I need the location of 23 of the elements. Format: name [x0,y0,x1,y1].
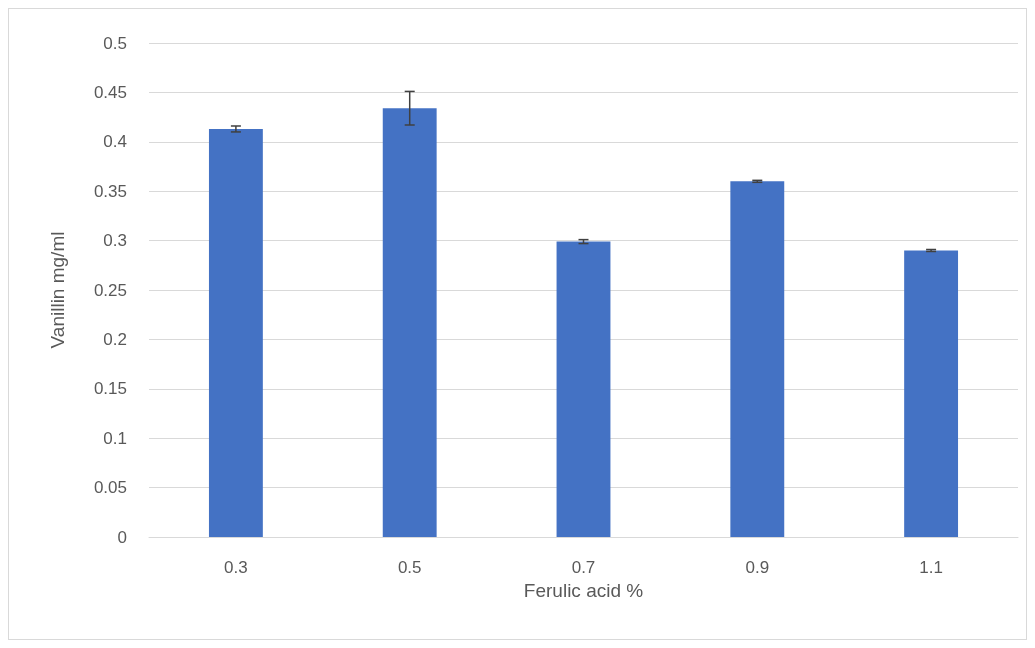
y-tick-label: 0.05 [93,478,127,498]
bar [556,241,611,537]
y-tick-label: 0.25 [93,280,127,300]
x-axis-title: Ferulic acid % [523,579,644,601]
x-tick-label: 1.1 [919,558,943,577]
bar [904,250,959,537]
y-tick-label: 0.2 [103,329,127,349]
y-tick-label: 0.4 [103,132,127,152]
bar [730,181,785,537]
y-tick-label: 0.3 [103,231,127,251]
y-tick-label: 0.15 [93,379,127,399]
y-tick-label: 0.5 [103,33,127,53]
y-tick-label: 0.1 [103,428,127,448]
y-tick-label: 0.45 [93,82,127,102]
x-tick-label: 0.5 [397,558,422,577]
y-tick-label: 0.35 [93,181,127,201]
bar [382,108,437,537]
y-axis-title: Vanillin mg/ml [47,231,68,349]
x-tick-label: 0.7 [571,558,596,577]
x-tick-label: 0.3 [224,558,248,577]
bar [208,128,263,537]
x-tick-label: 0.9 [745,558,770,577]
y-tick-label: 0 [117,527,127,547]
